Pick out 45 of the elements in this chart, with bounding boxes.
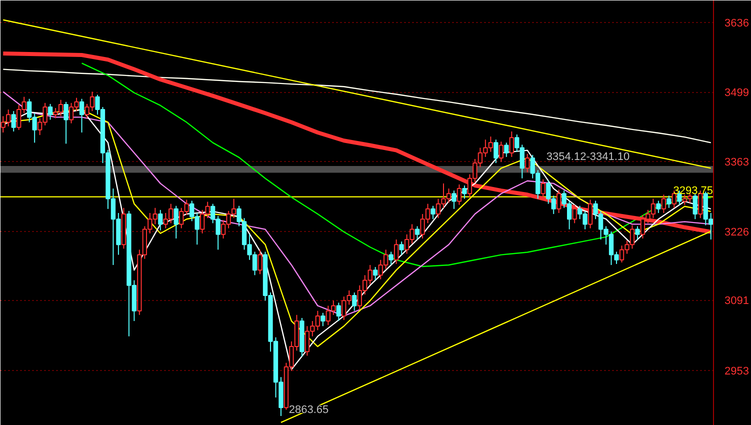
- candlestick: [64, 101, 68, 144]
- annotation: 2863.65: [288, 404, 329, 416]
- candlestick: [352, 292, 357, 312]
- candlestick: [79, 98, 84, 133]
- candlestick: [414, 226, 420, 240]
- y-tick-label: 3226: [724, 226, 749, 238]
- candlestick: [258, 249, 262, 275]
- candlestick: [336, 302, 341, 322]
- y-tick-label: 3636: [724, 17, 749, 30]
- candlestick: [525, 153, 530, 173]
- candlestick: [320, 312, 326, 327]
- candlestick: [399, 241, 404, 256]
- candlestick: [666, 195, 672, 208]
- candlestick: [48, 103, 53, 120]
- candlestick: [388, 251, 394, 266]
- line-series: [81, 62, 712, 268]
- candlestick: [635, 226, 640, 240]
- candlestick: [504, 142, 509, 158]
- candlestick: [373, 266, 378, 281]
- candlestick: [174, 205, 178, 239]
- candlestick: [430, 205, 436, 220]
- candlestick: [498, 141, 504, 163]
- band-label: 3354.12-3341.10: [546, 151, 630, 164]
- candlestick: [456, 184, 462, 206]
- candlestick: [656, 200, 661, 214]
- candlestick: [556, 189, 562, 214]
- candlestick: [572, 204, 577, 224]
- candlestick: [588, 199, 593, 229]
- candlestick: [509, 130, 514, 158]
- candlestick: [494, 139, 498, 164]
- candlestick: [540, 178, 546, 198]
- y-tick-label: 3499: [724, 87, 749, 100]
- candlestick: [661, 194, 666, 214]
- line-series: [2, 68, 712, 144]
- candlestick: [452, 190, 456, 210]
- ref-line-label: 3293.75: [673, 184, 713, 197]
- line-series: [2, 91, 712, 317]
- candlestick: [462, 184, 467, 200]
- y-tick-label: 2953: [724, 365, 749, 378]
- y-tick-label: 3091: [724, 295, 749, 308]
- candlestick: [158, 209, 163, 231]
- candlestick: [394, 239, 399, 264]
- y-tick-label: 3363: [724, 156, 749, 169]
- candlestick: [692, 193, 698, 220]
- candlestick: [11, 110, 16, 132]
